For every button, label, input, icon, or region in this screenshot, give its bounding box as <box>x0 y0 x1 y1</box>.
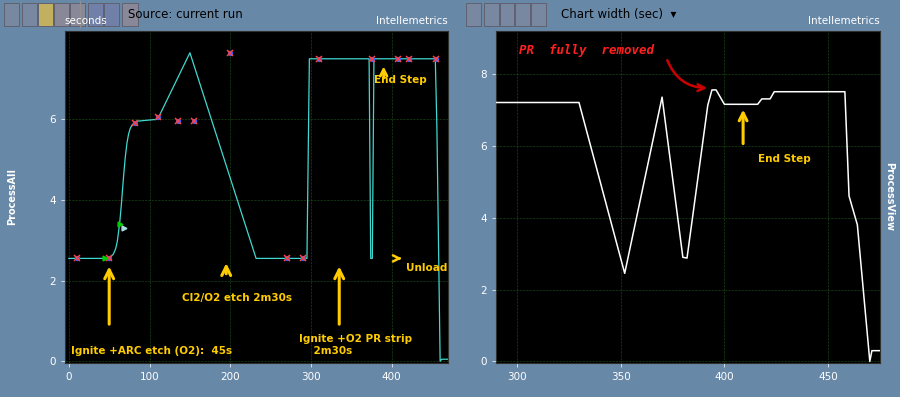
Bar <box>38 3 53 26</box>
Bar <box>483 3 499 26</box>
Bar <box>70 3 86 26</box>
Bar <box>531 3 546 26</box>
Text: Intellemetrics: Intellemetrics <box>376 16 448 26</box>
Text: PR  fully  removed: PR fully removed <box>518 44 653 57</box>
Text: Cl2/O2 etch 2m30s: Cl2/O2 etch 2m30s <box>182 293 292 303</box>
Text: End Step: End Step <box>374 75 427 85</box>
Text: Unload: Unload <box>406 262 447 272</box>
Text: Chart width (sec)  ▾: Chart width (sec) ▾ <box>562 8 677 21</box>
Text: End Step: End Step <box>758 154 810 164</box>
Text: Source: current run: Source: current run <box>129 8 243 21</box>
Bar <box>104 3 120 26</box>
Text: Intellemetrics: Intellemetrics <box>808 16 880 26</box>
Bar <box>4 3 19 26</box>
Text: seconds: seconds <box>65 16 108 26</box>
Text: ProcessAll: ProcessAll <box>6 168 17 225</box>
Text: ProcessView: ProcessView <box>884 162 895 231</box>
Text: Ignite +ARC etch (O2):  45s: Ignite +ARC etch (O2): 45s <box>71 347 232 357</box>
Bar <box>54 3 69 26</box>
Bar <box>500 3 515 26</box>
Bar <box>465 3 481 26</box>
Bar <box>22 3 37 26</box>
Bar <box>516 3 530 26</box>
Text: Ignite +O2 PR strip
    2m30s: Ignite +O2 PR strip 2m30s <box>299 334 412 357</box>
Bar <box>88 3 104 26</box>
Bar <box>122 3 138 26</box>
